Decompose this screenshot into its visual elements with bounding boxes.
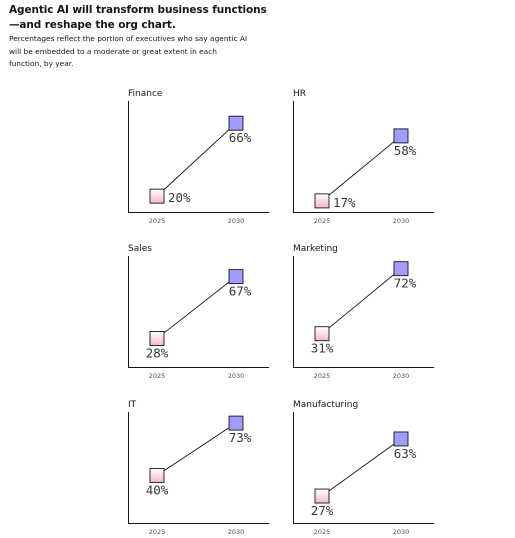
panel-title-sales: Sales xyxy=(128,244,152,254)
chart-subtitle: Percentages reflect the portion of execu… xyxy=(9,34,248,68)
data-label-2025-marketing: 31% xyxy=(311,341,334,356)
series-line-manufacturing xyxy=(321,438,402,497)
x-tick-label-2030-hr: 2030 xyxy=(393,217,410,225)
x-tick-label-2025-it: 2025 xyxy=(149,528,166,536)
x-tick-label-2030-it: 2030 xyxy=(228,528,245,536)
marker-2030-manufacturing xyxy=(393,431,409,447)
data-label-2025-finance: 20% xyxy=(168,190,191,205)
series-line-marketing xyxy=(321,268,402,335)
panel-title-hr: HR xyxy=(293,89,306,99)
data-label-2030-marketing: 72% xyxy=(394,276,417,291)
marker-2030-sales xyxy=(228,269,244,285)
data-label-2025-it: 40% xyxy=(146,482,169,497)
data-label-2025-hr: 17% xyxy=(333,195,356,210)
x-tick-label-2030-marketing: 2030 xyxy=(393,372,410,380)
marker-2025-finance xyxy=(149,188,165,204)
x-tick-label-2030-sales: 2030 xyxy=(228,372,245,380)
marker-2025-manufacturing xyxy=(314,488,330,504)
x-tick-label-2025-marketing: 2025 xyxy=(314,372,331,380)
x-tick-label-2030-manufacturing: 2030 xyxy=(393,528,410,536)
marker-2030-marketing xyxy=(393,261,409,277)
marker-2030-hr xyxy=(393,128,409,144)
marker-2030-finance xyxy=(228,115,244,131)
data-label-2025-manufacturing: 27% xyxy=(311,503,334,518)
data-label-2030-hr: 58% xyxy=(394,143,417,158)
panel-title-it: IT xyxy=(128,400,137,410)
marker-2025-it xyxy=(149,467,165,483)
marker-2030-it xyxy=(228,415,244,431)
panel-title-manufacturing: Manufacturing xyxy=(293,400,358,410)
x-tick-label-2030-finance: 2030 xyxy=(228,217,245,225)
chart-title: Agentic AI will transform business funct… xyxy=(9,4,267,31)
panel-title-finance: Finance xyxy=(128,89,163,99)
marker-2025-sales xyxy=(149,331,165,346)
data-label-2030-finance: 66% xyxy=(229,130,252,145)
series-line-sales xyxy=(156,276,237,339)
data-label-2030-it: 73% xyxy=(229,430,252,445)
panel-title-marketing: Marketing xyxy=(293,244,338,254)
series-line-it xyxy=(156,422,237,476)
series-line-hr xyxy=(321,135,402,202)
series-line-finance xyxy=(156,122,237,197)
data-label-2030-sales: 67% xyxy=(229,284,252,299)
x-tick-label-2025-finance: 2025 xyxy=(149,217,166,225)
data-label-2025-sales: 28% xyxy=(146,345,169,360)
marker-2025-marketing xyxy=(314,326,330,342)
x-tick-label-2025-manufacturing: 2025 xyxy=(314,528,331,536)
data-label-2030-manufacturing: 63% xyxy=(394,446,417,461)
x-tick-label-2025-sales: 2025 xyxy=(149,372,166,380)
marker-2025-hr xyxy=(314,193,330,209)
x-tick-label-2025-hr: 2025 xyxy=(314,217,331,225)
